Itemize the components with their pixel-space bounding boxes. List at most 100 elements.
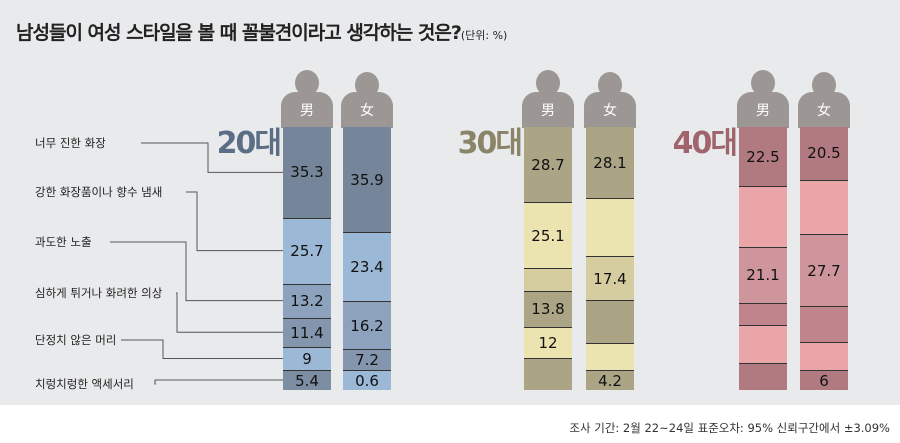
chart-title: 남성들이 여성 스타일을 볼 때 꼴불견이라고 생각하는 것은?(단위: %): [16, 18, 507, 45]
bar-segment: 0.6: [343, 370, 391, 390]
data-label: 25.7: [290, 242, 324, 261]
bar-segment: 28.7: [524, 127, 572, 203]
bar-segment: [586, 300, 634, 344]
data-label: 23.4: [350, 258, 384, 277]
sex-label: 男: [756, 103, 770, 119]
age-group-label: 30대: [457, 126, 523, 161]
data-label: 28.7: [531, 155, 565, 174]
age-group-label: 20대: [216, 126, 282, 161]
footer-note: 조사 기간: 2월 22~24일 표준오차: 95% 신뢰구간에서 ±3.09%: [569, 421, 890, 435]
data-label: 22.5: [746, 147, 780, 166]
data-label: 20.5: [807, 144, 841, 163]
data-label: 6: [819, 371, 829, 390]
data-label: 27.7: [807, 261, 841, 280]
bar-segment: 28.1: [586, 127, 634, 199]
bar-segment: 6: [800, 370, 848, 390]
bar-segment: 7.2: [343, 348, 391, 370]
leader-line: [154, 379, 283, 385]
title-text: 남성들이 여성 스타일을 볼 때 꼴불견이라고 생각하는 것은?: [16, 22, 462, 44]
data-label: 17.4: [593, 269, 627, 288]
bar-segment: 35.9: [343, 127, 391, 233]
bar-segment: 11.4: [283, 317, 331, 347]
sex-label: 女: [603, 103, 617, 119]
bar-segment: 5.4: [283, 370, 331, 390]
bar-segment: 25.1: [524, 202, 572, 269]
bar-segment: 9: [283, 346, 331, 370]
sex-label: 女: [360, 103, 374, 119]
data-label: 35.3: [290, 163, 324, 182]
category-label: 과도한 노출: [35, 235, 92, 249]
data-label: 11.4: [290, 323, 324, 342]
bar-segment: 27.7: [800, 234, 848, 306]
bar-segment: 13.8: [524, 290, 572, 327]
stacked-bar: 22.5 21.1: [739, 127, 787, 390]
stacked-bar: 28.7 25.1 13.8 12: [524, 127, 572, 390]
person-silhouette-icon: [341, 92, 393, 128]
person-silhouette-icon: [295, 70, 319, 96]
leader-line: [176, 292, 283, 333]
stacked-bar: 35.9 23.4 16.2 7.2 0.6: [343, 127, 391, 390]
age-group-label: 40대: [672, 126, 738, 161]
person-silhouette-icon: [798, 92, 850, 128]
category-label: 치렁치렁한 액세서리: [35, 377, 134, 391]
bar-segment: 13.2: [283, 283, 331, 318]
data-label: 35.9: [350, 170, 384, 189]
data-label: 25.1: [531, 226, 565, 245]
data-label: 5.4: [295, 371, 319, 390]
bar-segment: [739, 363, 787, 390]
data-label: 12: [538, 334, 558, 353]
bar-segment: [800, 342, 848, 370]
sex-label: 男: [300, 103, 314, 119]
sex-label: 女: [817, 103, 831, 119]
bar-segment: 12: [524, 326, 572, 359]
stacked-bar: 35.3 25.7 13.2 11.4 9 5.4: [283, 127, 331, 390]
data-label: 13.8: [531, 300, 565, 319]
bar-segment: 16.2: [343, 301, 391, 349]
bar-segment: 35.3: [283, 127, 331, 218]
bar-segment: [800, 305, 848, 343]
data-label: 9: [302, 349, 312, 368]
person-silhouette-icon: [751, 70, 775, 96]
bar-segment: 22.5: [739, 127, 787, 187]
person-silhouette-icon: [281, 92, 333, 128]
leader-line: [141, 142, 283, 173]
footer-band: [0, 405, 900, 443]
category-label: 강한 화장품이나 향수 냄새: [35, 185, 163, 199]
bar-segment: [524, 358, 572, 390]
category-label: 너무 진한 화장: [35, 136, 106, 150]
data-label: 16.2: [350, 316, 384, 335]
bar-segment: [586, 198, 634, 257]
sex-label: 男: [541, 103, 555, 119]
category-label: 단정치 않은 머리: [35, 333, 117, 347]
leader-line: [110, 241, 283, 302]
data-label: 7.2: [355, 350, 379, 369]
bar-segment: 25.7: [283, 217, 331, 284]
unit-label: (단위: %): [460, 29, 508, 42]
stacked-bar: 28.1 17.4 4.2: [586, 127, 634, 390]
data-label: 21.1: [746, 266, 780, 285]
leader-line: [121, 339, 283, 359]
bar-segment: [739, 325, 787, 364]
bar-segment: 20.5: [800, 127, 848, 180]
bar-segment: 23.4: [343, 232, 391, 302]
data-label: 28.1: [593, 153, 627, 172]
leader-line: [186, 191, 283, 252]
person-silhouette-icon: [737, 92, 789, 128]
bar-segment: [524, 268, 572, 291]
person-silhouette-icon: [584, 92, 636, 128]
person-silhouette-icon: [536, 70, 560, 96]
bar-segment: 21.1: [739, 247, 787, 303]
person-silhouette-icon: [522, 92, 574, 128]
category-label: 심하게 튀거나 화려한 의상: [35, 286, 163, 300]
bar-segment: 17.4: [586, 256, 634, 301]
bar-segment: [586, 343, 634, 370]
data-label: 13.2: [290, 292, 324, 311]
bar-segment: [800, 179, 848, 235]
data-label: 4.2: [598, 371, 622, 390]
data-label: 0.6: [355, 371, 379, 390]
bar-segment: 4.2: [586, 370, 634, 390]
stacked-bar: 20.5 27.7 6: [800, 127, 848, 390]
bar-segment: [739, 302, 787, 326]
